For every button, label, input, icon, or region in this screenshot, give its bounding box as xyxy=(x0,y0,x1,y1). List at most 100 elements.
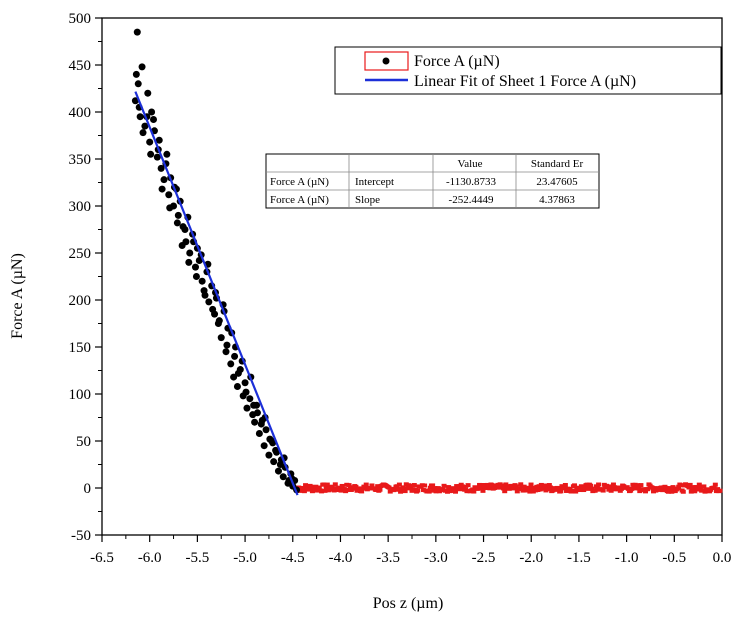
baseline-point xyxy=(480,488,486,493)
baseline-point xyxy=(501,486,507,491)
contact-point xyxy=(243,404,251,412)
x-tick-label: -0.5 xyxy=(662,550,686,566)
x-axis-ticks: -6.5 -6.0 -5.5 -5.0 -4.5 -4.0 -3.5 -3.0 -2.5 -2.0… xyxy=(90,535,731,566)
baseline-point xyxy=(618,486,624,491)
baseline-point xyxy=(538,482,544,487)
baseline-point xyxy=(711,485,717,490)
baseline-point xyxy=(451,486,457,491)
contact-point xyxy=(146,138,154,146)
contact-point xyxy=(251,418,259,426)
contact-points xyxy=(131,28,301,494)
legend-label-data: Force A (µN) xyxy=(414,53,500,70)
baseline-point xyxy=(610,482,616,487)
x-tick-label: -3.0 xyxy=(424,550,448,566)
contact-point xyxy=(223,341,231,349)
baseline-point xyxy=(643,489,649,494)
fit-table-cell: Force A (µN) xyxy=(270,176,329,188)
contact-point xyxy=(166,204,174,212)
baseline-point xyxy=(322,488,328,493)
baseline-point xyxy=(521,484,527,489)
baseline-point xyxy=(511,486,517,491)
contact-point xyxy=(255,429,263,437)
baseline-point xyxy=(688,489,694,494)
fit-table-border xyxy=(265,153,600,209)
contact-point xyxy=(133,28,141,36)
baseline-point xyxy=(314,488,320,493)
x-tick-label: -2.5 xyxy=(472,550,496,566)
baseline-point xyxy=(324,482,330,487)
contact-point xyxy=(150,116,158,124)
baseline-point xyxy=(499,483,505,488)
contact-point xyxy=(257,420,265,428)
baseline-point xyxy=(477,482,483,487)
fit-table-header-stderr: Standard Er xyxy=(531,158,584,170)
contact-point xyxy=(160,176,168,184)
contact-point xyxy=(205,298,213,306)
baseline-point xyxy=(470,487,476,492)
baseline-point xyxy=(369,483,375,488)
baseline-point xyxy=(306,487,312,492)
baseline-point xyxy=(585,486,591,491)
baseline-point xyxy=(581,488,587,493)
baseline-point xyxy=(680,489,686,494)
baseline-point xyxy=(479,486,485,491)
baseline-point xyxy=(331,488,337,493)
fit-table-cell: Intercept xyxy=(355,176,394,188)
contact-point xyxy=(132,70,140,78)
baseline-point xyxy=(332,482,338,487)
baseline-point xyxy=(509,483,515,488)
contact-point xyxy=(217,334,225,342)
baseline-point xyxy=(678,483,684,488)
contact-point xyxy=(260,442,268,450)
contact-point xyxy=(269,439,277,447)
baseline-point xyxy=(692,489,698,494)
baseline-point xyxy=(717,488,723,493)
contact-point xyxy=(227,360,235,368)
baseline-point xyxy=(346,483,352,488)
baseline-point xyxy=(546,483,552,488)
x-tick-label: -3.5 xyxy=(376,550,400,566)
x-tick-label: -1.5 xyxy=(567,550,591,566)
baseline-point xyxy=(558,489,564,494)
contact-point xyxy=(185,258,193,266)
baseline-point xyxy=(695,487,701,492)
contact-point xyxy=(186,249,194,257)
contact-point xyxy=(241,379,249,387)
baseline-point xyxy=(452,489,458,494)
legend-label-fit: Linear Fit of Sheet 1 Force A (µN) xyxy=(414,73,636,90)
baseline-point xyxy=(300,485,306,490)
baseline-point xyxy=(634,483,640,488)
x-axis-title: Pos z (µm) xyxy=(373,595,444,612)
x-tick-label: -6.0 xyxy=(138,550,162,566)
contact-point xyxy=(215,317,223,325)
fit-table-cell: 23.47605 xyxy=(536,176,578,188)
baseline-point xyxy=(696,482,702,487)
baseline-point xyxy=(398,489,404,494)
baseline-point xyxy=(441,483,447,488)
x-tick-label: -4.0 xyxy=(329,550,353,566)
contact-point xyxy=(158,185,166,193)
baseline-point xyxy=(527,489,533,494)
baseline-point xyxy=(471,489,477,494)
y-tick-label: 50 xyxy=(76,434,91,450)
contact-point xyxy=(136,113,144,121)
contact-point xyxy=(144,89,152,97)
fit-table-cell: -252.4449 xyxy=(449,194,494,206)
baseline-point xyxy=(588,483,594,488)
baseline-point xyxy=(449,488,455,493)
baseline-point xyxy=(513,484,519,489)
baseline-point xyxy=(353,484,359,489)
baseline-point xyxy=(528,482,534,487)
baseline-point xyxy=(316,486,322,491)
fit-line xyxy=(134,91,299,496)
contact-point xyxy=(131,97,139,105)
fit-table-header-value: Value xyxy=(457,158,482,170)
baseline-point xyxy=(301,489,307,494)
baseline-point xyxy=(427,485,433,490)
baseline-point xyxy=(487,486,493,491)
baseline-point xyxy=(363,482,369,487)
baseline-point xyxy=(712,482,718,487)
baseline-point xyxy=(463,487,469,492)
contact-point xyxy=(253,409,261,417)
baseline-point xyxy=(426,489,432,494)
